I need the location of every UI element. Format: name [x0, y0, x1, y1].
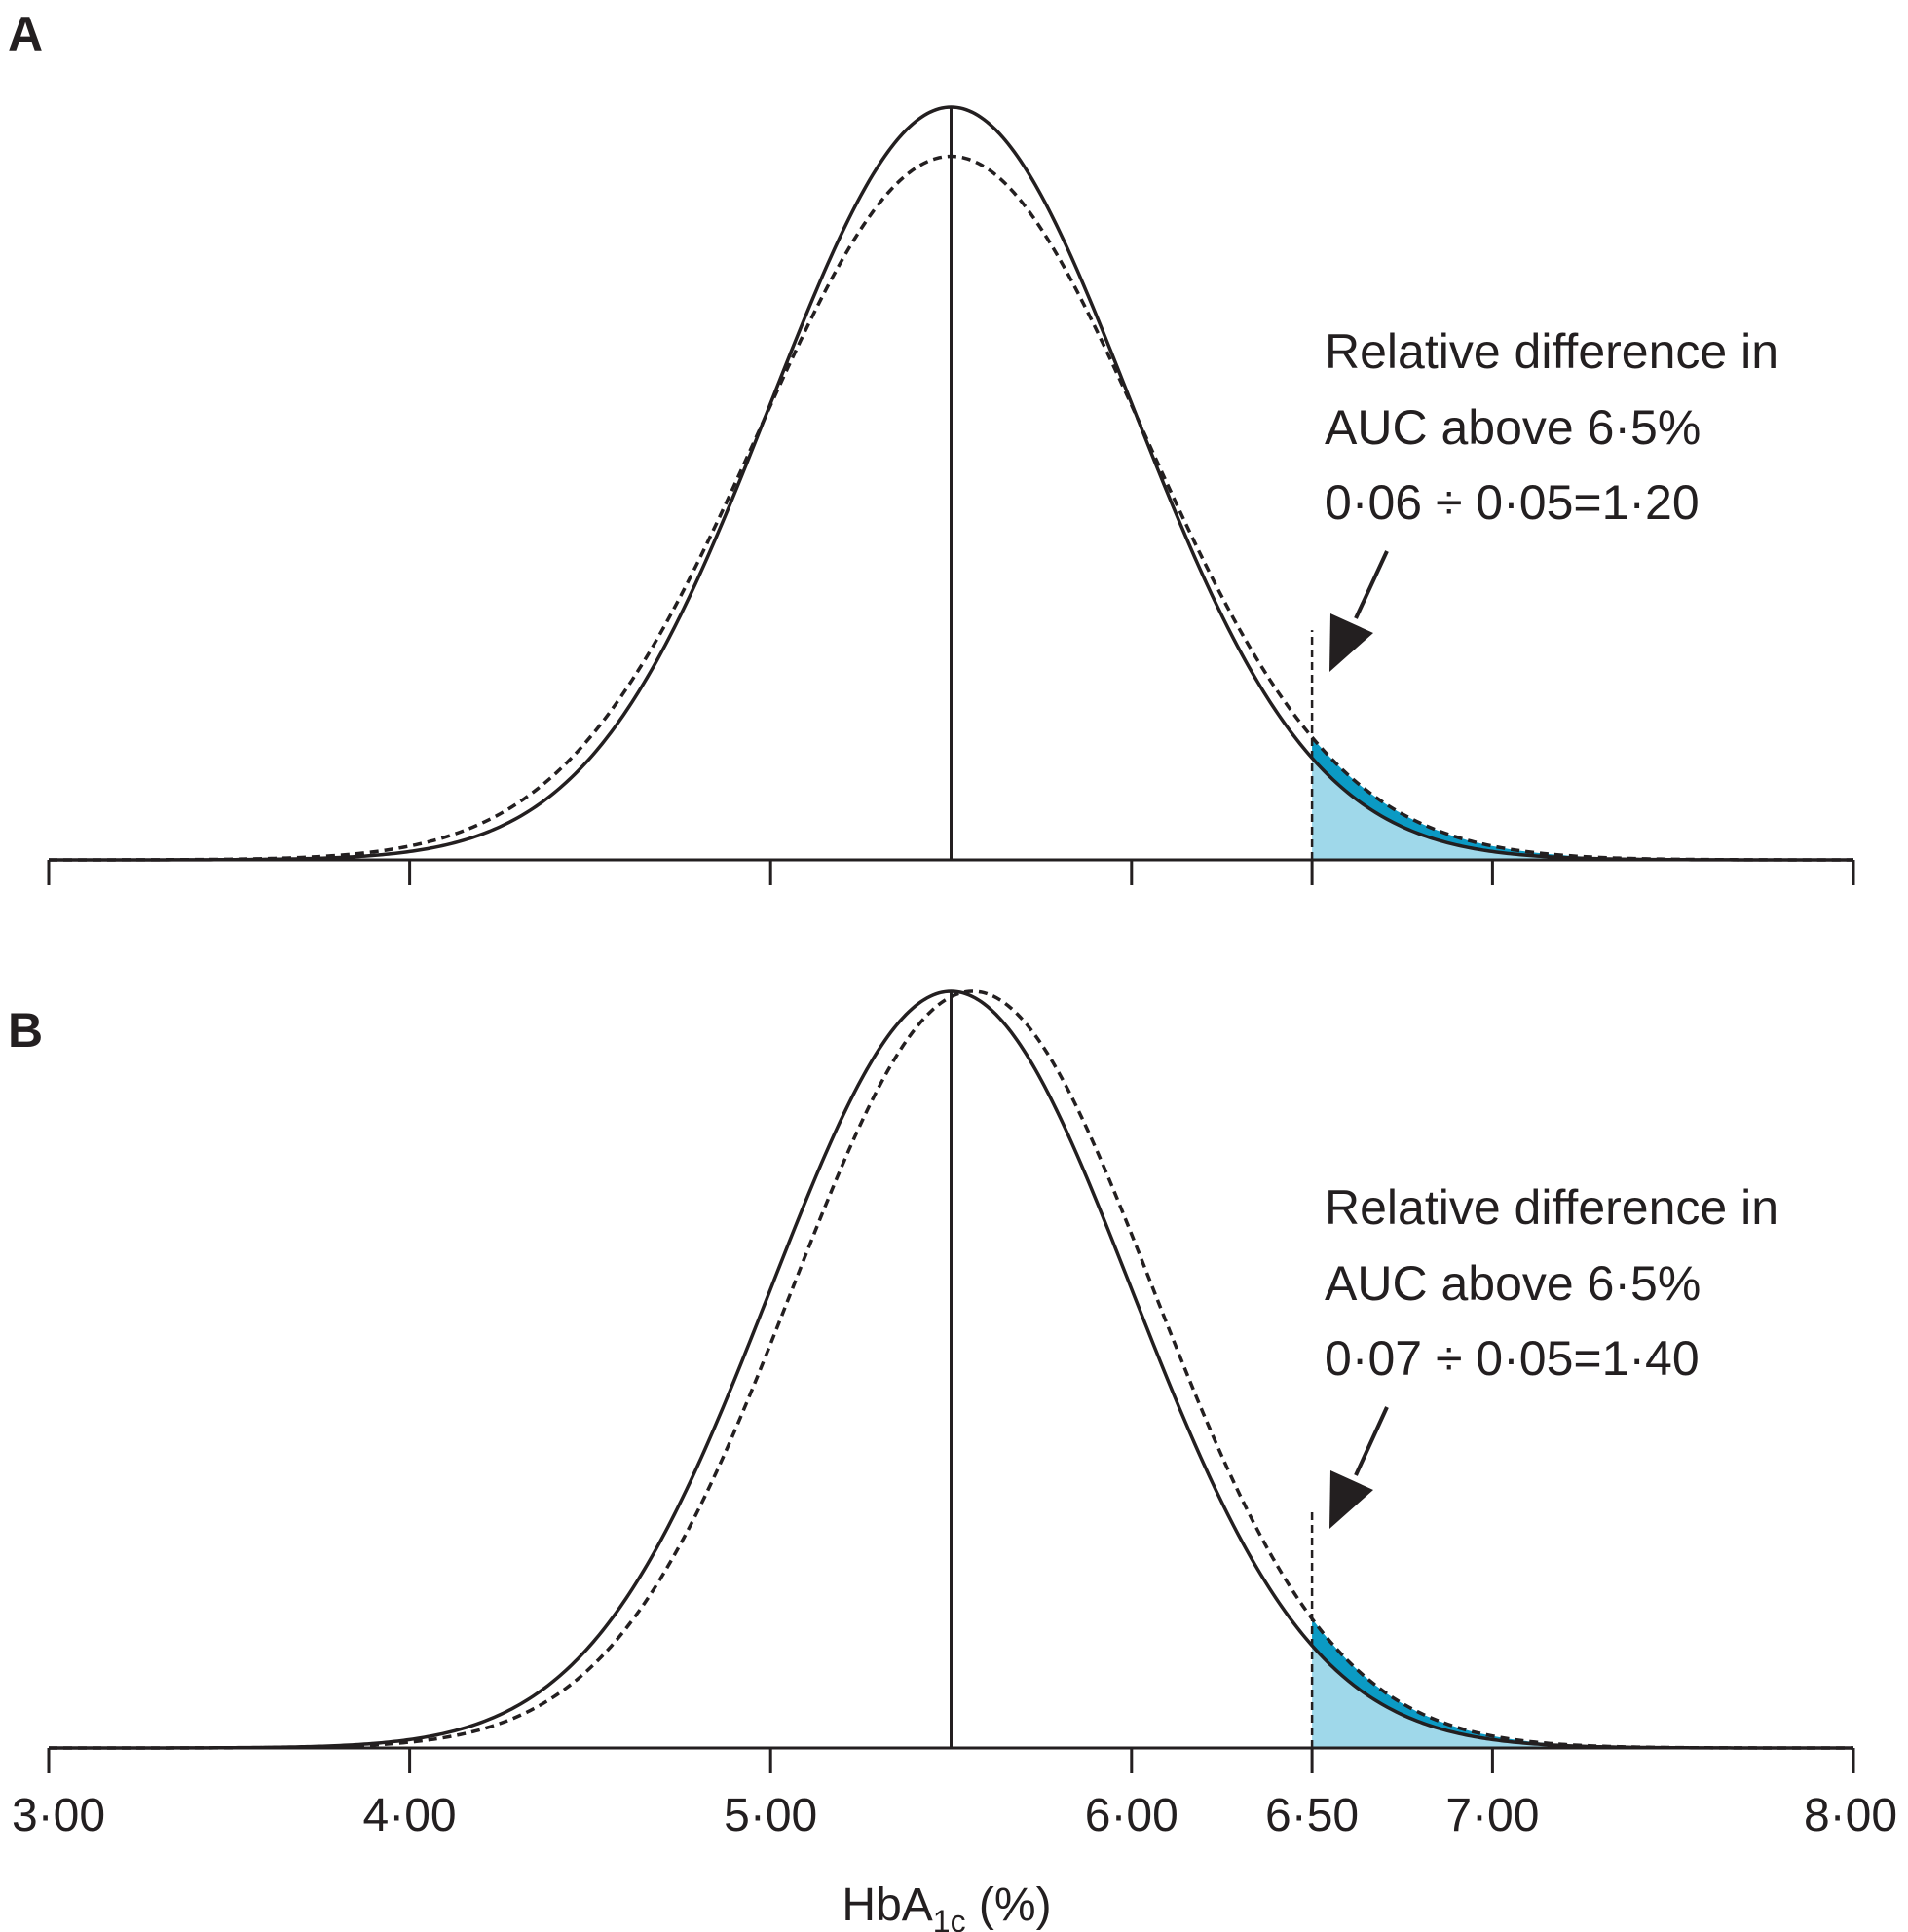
x-tick-label: 7·00: [1445, 1790, 1539, 1841]
x-axis-title-main: HbA: [842, 1879, 932, 1931]
x-tick-label: 3·00: [12, 1790, 105, 1841]
x-tick-label: 4·00: [363, 1790, 457, 1841]
panel-a-annotation-line-3: 0·06 ÷ 0·05=1·20: [1325, 475, 1700, 530]
panel-b-arrow-head: [1329, 1470, 1373, 1529]
panel-a-reference-lines: [950, 107, 1314, 860]
panel-b-x-axis: [47, 1746, 1855, 1773]
x-axis-title: HbA1c (%): [842, 1879, 1051, 1932]
panel-b-annotation-line-3: 0·07 ÷ 0·05=1·40: [1325, 1331, 1700, 1386]
panel-b-auc-fill-solid: [1312, 1645, 1853, 1748]
x-axis-title-suffix: (%): [966, 1879, 1052, 1931]
x-tick-label: 8·00: [1804, 1790, 1897, 1841]
panel-a-annotation-line-1: Relative difference in: [1325, 324, 1778, 379]
panel-b-annotation: Relative difference in AUC above 6·5% 0·…: [1325, 1180, 1778, 1529]
x-axis-labels: 3·00 4·00 5·00 6·00 6·50 7·00 8·00: [12, 1790, 1897, 1841]
panel-a-label: A: [8, 7, 43, 61]
panel-a-annotation: Relative difference in AUC above 6·5% 0·…: [1325, 324, 1778, 672]
x-axis-title-subscript: 1c: [933, 1904, 966, 1932]
panel-b-reference-lines: [950, 991, 1314, 1748]
panel-a-auc-fill-solid: [1312, 758, 1853, 860]
panel-a-annotation-line-2: AUC above 6·5%: [1325, 400, 1701, 455]
x-tick-label: 6·50: [1265, 1790, 1359, 1841]
panel-b-label: B: [8, 1003, 43, 1058]
panel-b-annotation-line-1: Relative difference in: [1325, 1180, 1778, 1235]
x-tick-label: 5·00: [724, 1790, 817, 1841]
panel-b-auc-fills: [1312, 1618, 1853, 1748]
panel-b-annotation-line-2: AUC above 6·5%: [1325, 1256, 1701, 1311]
panel-a-arrow-shaft: [1354, 550, 1389, 619]
x-tick-label: 6·00: [1085, 1790, 1178, 1841]
panel-a-auc-fills: [1312, 737, 1853, 860]
panel-a-x-axis: [47, 858, 1855, 885]
panel-a-arrow-head: [1329, 613, 1373, 672]
panel-b: B Relative difference in AUC above 6·5% …: [8, 989, 1855, 1773]
panel-b-arrow-shaft: [1354, 1406, 1389, 1476]
panel-a: A Relative difference in AUC above 6·5% …: [8, 7, 1855, 885]
